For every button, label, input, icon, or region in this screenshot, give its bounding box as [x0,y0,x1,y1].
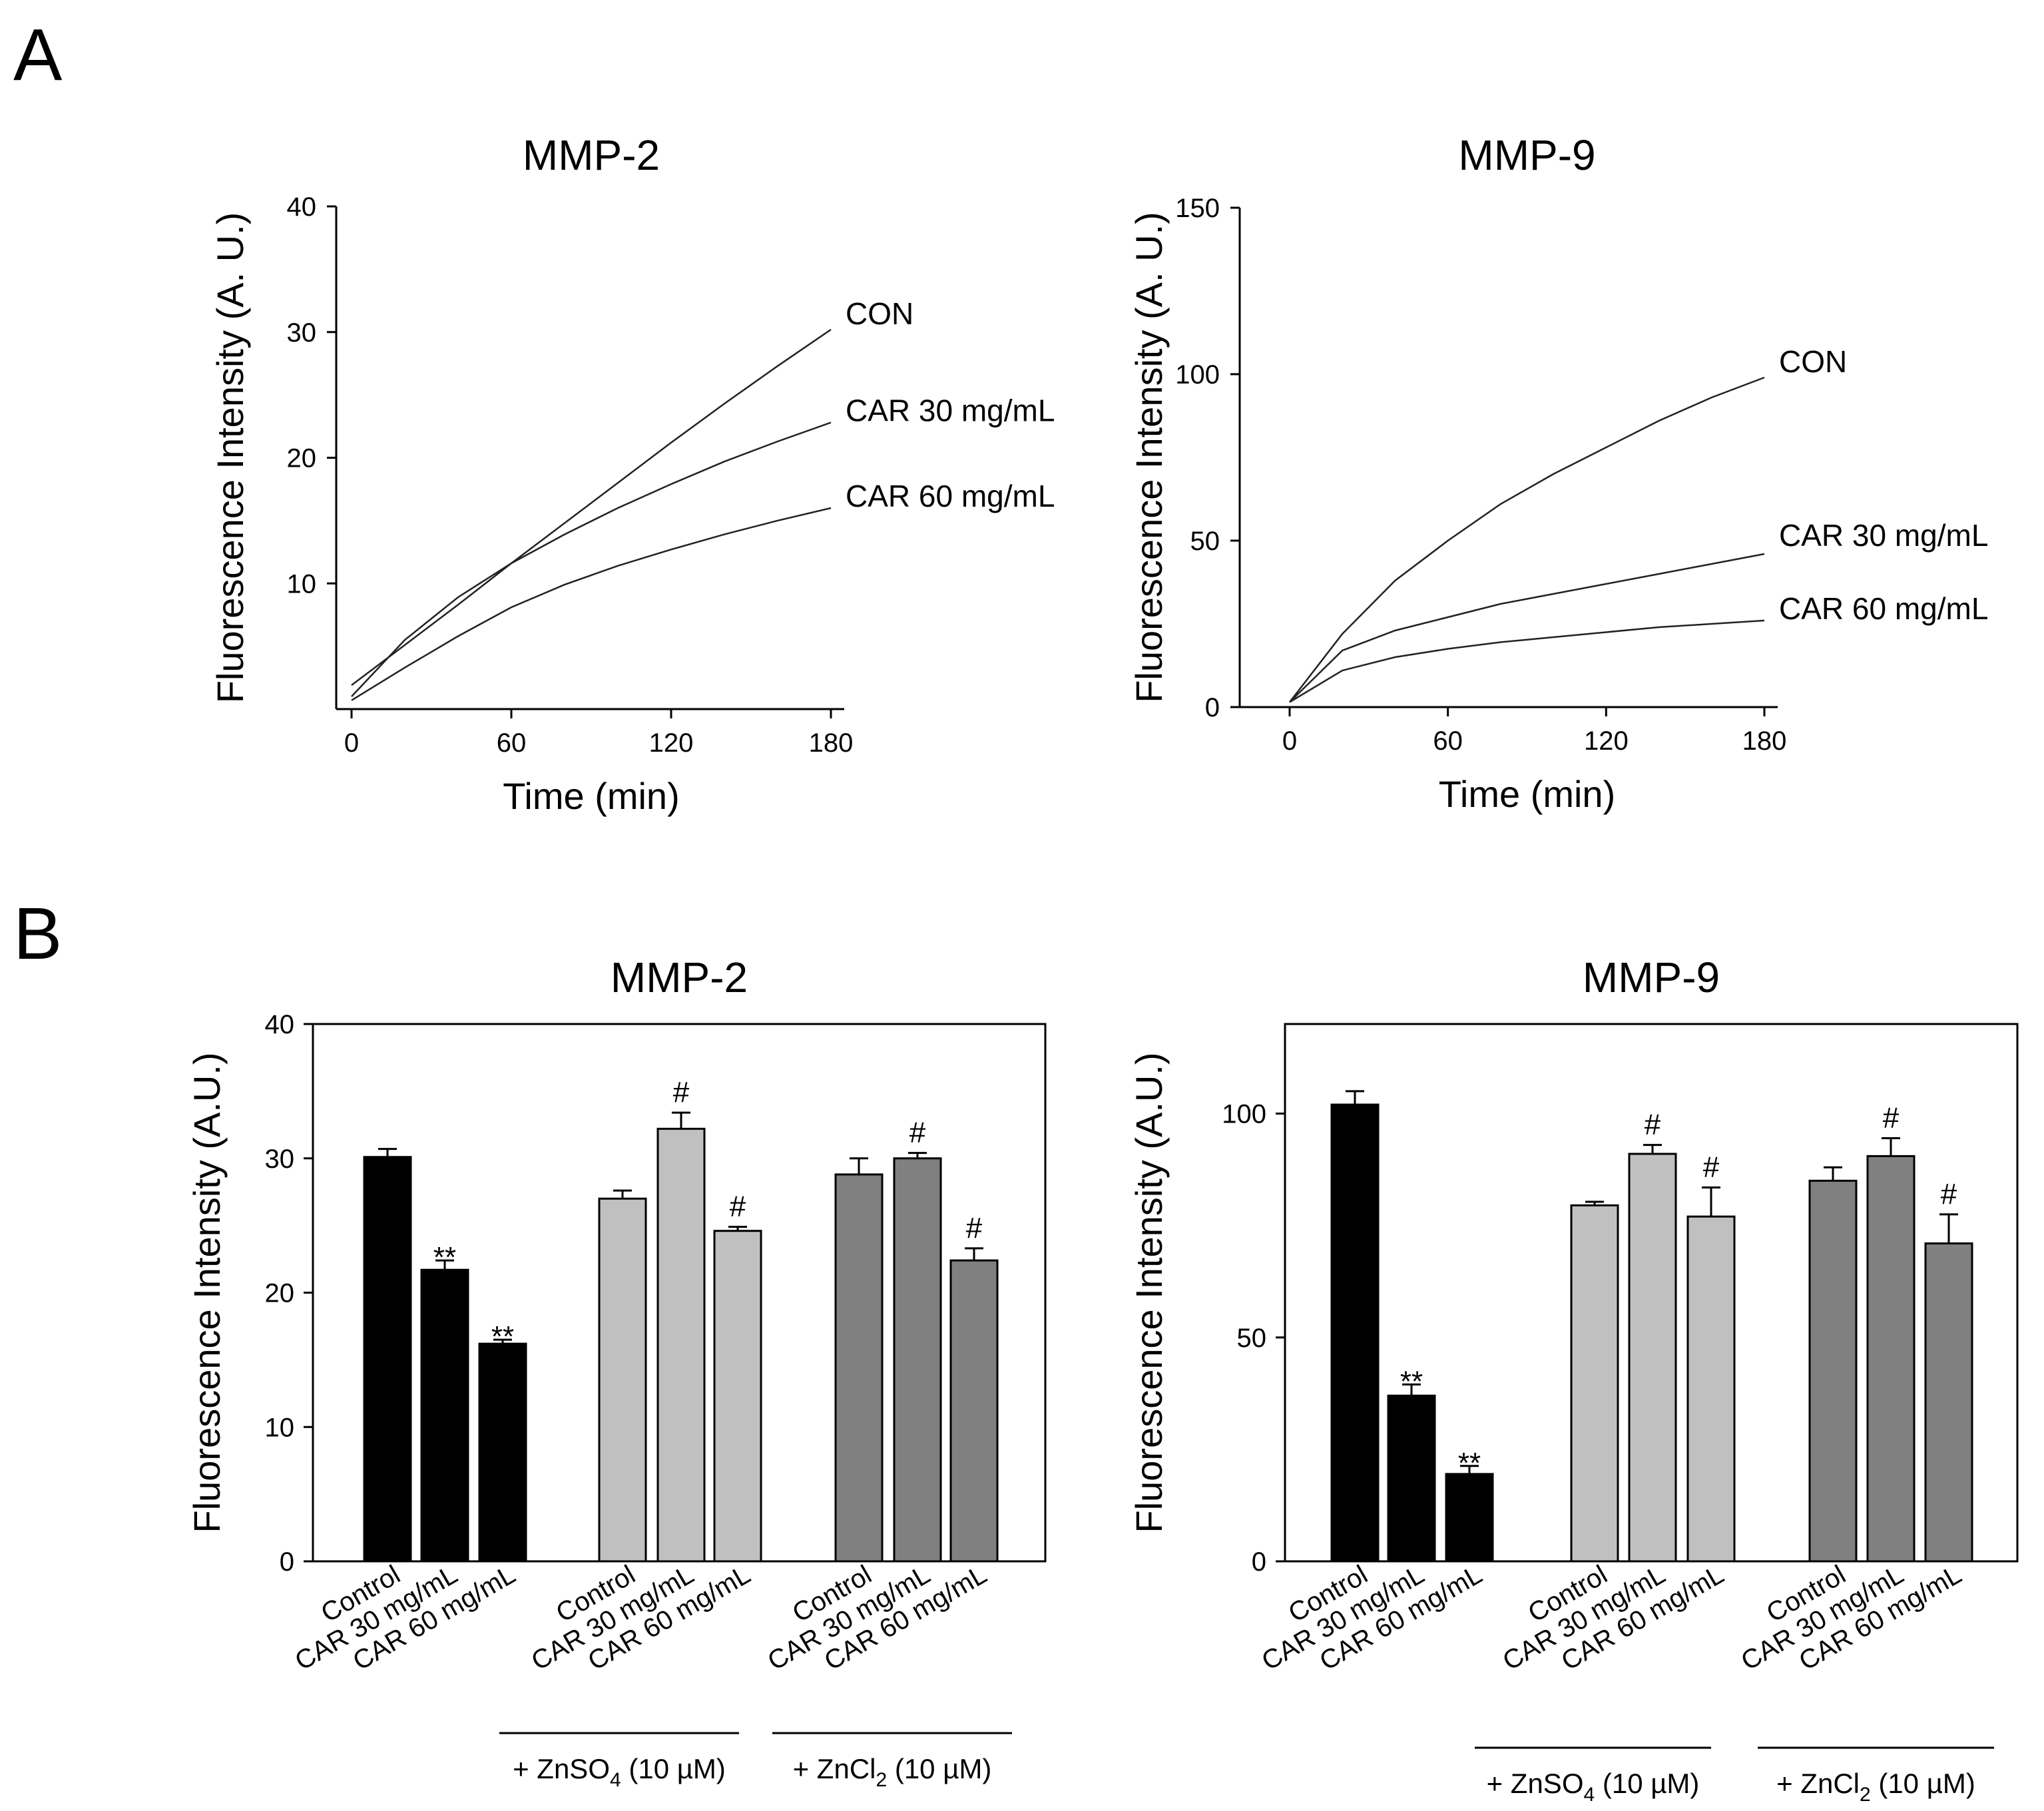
a-mmp2-series-line [351,328,832,686]
a-mmp9-y-tick-label: 0 [1205,693,1220,722]
a-mmp2-x-tick-label: 180 [809,728,854,758]
b-mmp9-significance-mark: # [1703,1151,1720,1183]
b-mmp2-chart: 0 10 20 30 40 MMP-2 Fluorescence Intensity (A.… [186,953,1047,1791]
b-mmp9-bar [1387,1394,1436,1563]
b-mmp2-bar [420,1268,469,1563]
a-mmp9-x-tick-label: 120 [1584,726,1629,756]
b-mmp9-bar [1628,1153,1677,1563]
b-mmp2-y-tick-label: 10 [265,1413,295,1442]
a-mmp2-y-tick-label: 30 [287,318,317,348]
a-mmp2-series-label: CAR 60 mg/mL [846,479,1055,513]
b-mmp2-group-label: + ZnSO4 (10 µM) [513,1753,726,1791]
b-mmp9-group-label: + ZnSO4 (10 µM) [1487,1768,1700,1806]
a-mmp2-y-axis-label: Fluorescence Intensity (A. U.) [209,212,251,704]
b-mmp2-significance-mark: # [966,1212,983,1244]
b-mmp2-significance-mark: # [673,1076,690,1109]
b-mmp2-bar [949,1259,999,1563]
b-mmp9-y-tick-label: 100 [1222,1100,1266,1129]
b-mmp2-significance-mark: ** [491,1320,514,1353]
a-mmp9-x-tick-label: 0 [1282,726,1297,756]
a-mmp9-x-tick-label: 60 [1433,726,1463,756]
b-mmp2-bar [834,1173,884,1563]
b-mmp2-bar [893,1157,942,1563]
a-mmp9-series-label: CAR 30 mg/mL [1779,518,1988,553]
a-mmp9-y-tick-label: 50 [1190,527,1220,556]
b-mmp2-bar [363,1156,412,1563]
b-mmp9-significance-mark: ** [1458,1447,1481,1479]
b-mmp9-y-tick-label: 0 [1252,1547,1266,1577]
b-mmp2-y-tick-label: 20 [265,1279,295,1308]
a-mmp9-series-line [1289,376,1765,703]
b-mmp9-significance-mark: # [1645,1109,1661,1141]
b-mmp9-bar [1924,1242,1973,1563]
a-mmp2-title: MMP-2 [523,131,660,179]
a-mmp9-series-line [1289,619,1765,703]
b-mmp2-y-tick-label: 0 [280,1547,294,1577]
b-mmp2-bar [478,1342,527,1563]
b-mmp9-bar [1808,1179,1858,1563]
a-mmp2-y-tick-label: 40 [287,192,317,222]
a-mmp9-x-axis-label: Time (min) [1439,773,1615,815]
b-mmp9-bar [1445,1473,1494,1563]
b-mmp2-significance-mark: # [730,1190,746,1223]
b-mmp9-title: MMP-9 [1583,953,1720,1001]
a-mmp2-y-tick-label: 10 [287,569,317,599]
a-mmp2-series-line [351,507,832,701]
b-mmp2-y-tick-label: 30 [265,1145,295,1174]
b-mmp9-y-tick-label: 50 [1237,1324,1267,1353]
b-mmp9-bar [1570,1204,1619,1563]
a-mmp2-series-label: CAR 30 mg/mL [846,393,1055,428]
b-mmp9-y-axis-label: Fluorescence Intensity (A.U.) [1128,1052,1170,1533]
a-mmp2-x-tick-label: 60 [497,728,527,758]
a-mmp2-series-line [351,421,832,697]
b-mmp2-bar [656,1127,706,1563]
b-mmp2-y-axis-label: Fluorescence Intensity (A.U.) [186,1052,228,1533]
b-mmp2-significance-mark: # [909,1117,926,1149]
b-mmp9-significance-mark: # [1941,1178,1957,1210]
charts-group: 10 20 30 40 0 60 120 180 MMP-2 Time (min) Fluoresc… [186,131,2019,1806]
a-mmp2-x-axis-label: Time (min) [503,775,679,817]
a-mmp2-x-tick-label: 120 [649,728,694,758]
a-mmp9-chart: 0 50 100 150 0 60 120 180 MMP-9 Time (min) Fluores… [1128,131,1988,815]
b-mmp9-bar [1330,1103,1380,1563]
a-mmp2-x-tick-label: 0 [344,728,359,758]
b-mmp2-significance-mark: ** [433,1241,456,1274]
a-mmp9-y-tick-label: 150 [1175,194,1220,223]
a-mmp9-y-tick-label: 100 [1175,360,1220,389]
a-mmp9-y-axis-label: Fluorescence Intensity (A. U.) [1128,212,1170,703]
panel-label-a: A [13,14,63,96]
a-mmp9-title: MMP-9 [1458,131,1595,179]
b-mmp9-group-label: + ZnCl2 (10 µM) [1776,1768,1975,1806]
b-mmp9-chart: 0 50 100 MMP-9 Fluorescence Intensity (A.U.)… [1128,953,2019,1806]
b-mmp2-group-label: + ZnCl2 (10 µM) [793,1753,992,1791]
b-mmp2-title: MMP-2 [611,953,748,1001]
a-mmp2-series-label: CON [846,296,913,331]
b-mmp9-significance-mark: ** [1400,1365,1423,1398]
a-mmp9-series-line [1289,553,1765,703]
a-mmp2-chart: 10 20 30 40 0 60 120 180 MMP-2 Time (min) Fluoresc… [209,131,1055,817]
b-mmp2-y-tick-label: 40 [265,1010,295,1039]
b-mmp9-bar [1866,1155,1916,1563]
a-mmp9-x-tick-label: 180 [1742,726,1787,756]
a-mmp2-y-tick-label: 20 [287,444,317,473]
a-mmp9-series-label: CAR 60 mg/mL [1779,591,1988,626]
a-mmp9-series-label: CON [1779,344,1847,379]
b-mmp2-bar [598,1197,647,1563]
b-mmp9-bar [1686,1215,1736,1563]
b-mmp2-bar [713,1230,762,1563]
panel-label-b: B [13,893,62,975]
b-mmp9-significance-mark: # [1883,1101,1900,1134]
